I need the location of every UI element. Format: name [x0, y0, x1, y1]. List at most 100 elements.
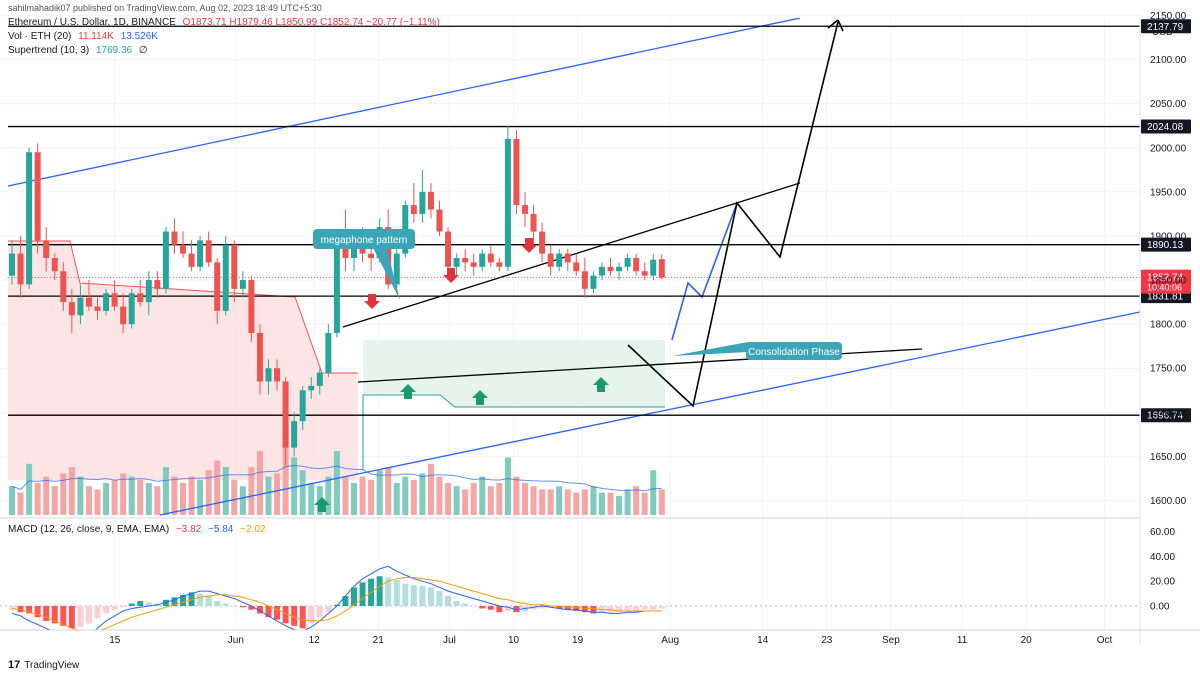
- macd-histogram-bar: [385, 577, 392, 606]
- volume-bar: [26, 463, 33, 515]
- price-tick-label: 1600.00: [1150, 496, 1187, 507]
- macd-histogram-bar: [214, 601, 221, 606]
- tradingview-logo: 17 TradingView: [8, 659, 79, 671]
- time-tick-label: Aug: [661, 635, 679, 646]
- time-tick-label: 14: [757, 635, 769, 646]
- volume-bar: [650, 470, 657, 515]
- volume-bar: [205, 470, 212, 515]
- countdown-label: 10:40:06: [1147, 283, 1182, 293]
- macd-histogram-bar: [137, 601, 144, 606]
- callout-pointer: [672, 342, 748, 356]
- volume-bar: [470, 483, 477, 515]
- macd-panel: [0, 565, 1140, 630]
- volume-bar: [598, 492, 605, 515]
- macd-label: MACD (12, 26, close, 9, EMA, EMA): [8, 524, 170, 535]
- level-label: 1696.74: [1147, 411, 1184, 422]
- volume-bar: [222, 467, 229, 515]
- macd-histogram-bar: [26, 606, 33, 614]
- macd-histogram-bar: [624, 606, 631, 611]
- megaphone-upper: [342, 182, 801, 328]
- volume-bar: [248, 467, 255, 515]
- macd-histogram-bar: [445, 596, 452, 606]
- volume-bar: [402, 476, 409, 515]
- volume-bar: [265, 476, 272, 515]
- volume-bar: [9, 486, 15, 515]
- supertrend-suffix: ∅: [138, 45, 148, 56]
- down-arrow-icon: [443, 268, 459, 283]
- candle-body: [351, 244, 357, 259]
- candle-body: [445, 231, 452, 267]
- volume-bar: [479, 476, 486, 515]
- current-price-label: 1852.74: [1147, 273, 1184, 284]
- macd-histogram-bar: [180, 594, 186, 606]
- time-tick-label: 23: [821, 635, 833, 646]
- candle-body: [641, 271, 648, 276]
- volume-ma-line: [11, 464, 662, 492]
- level-label: 2137.79: [1147, 22, 1184, 33]
- volume-bar: [43, 476, 50, 515]
- macd-histogram-bar: [188, 592, 195, 606]
- price-tick-label: 2000.00: [1150, 143, 1187, 154]
- candle-body: [616, 266, 623, 272]
- candle-body: [419, 191, 426, 214]
- lower-channel-line: [159, 311, 1140, 516]
- volume-bar: [445, 483, 452, 515]
- candle-body: [547, 253, 554, 267]
- macd-value-c: −2.02: [240, 524, 266, 535]
- volume-bar: [658, 489, 665, 515]
- candle-body: [556, 253, 563, 267]
- current-price-bg: [1141, 269, 1191, 294]
- down-arrow-icon: [521, 238, 537, 253]
- candle-body: [188, 253, 195, 267]
- volume-bar: [504, 457, 511, 515]
- up-arrow-icon: [472, 390, 488, 405]
- price-tick-label: 1850.00: [1150, 276, 1187, 287]
- level-label-bg: [1141, 408, 1191, 423]
- volume-bar: [180, 483, 186, 515]
- volume-legend: Vol · ETH (20) 11.114K 13.526K: [8, 31, 158, 42]
- supertrend-down-fill: [8, 241, 358, 480]
- volume-bar: [410, 479, 417, 515]
- candle-body: [530, 213, 537, 232]
- candle-body: [120, 306, 127, 325]
- level-label-bg: [1141, 119, 1191, 134]
- level-label-bg: [1141, 19, 1191, 34]
- candle-body: [51, 258, 58, 272]
- macd-histogram-bar: [462, 603, 469, 606]
- macd-histogram-bar: [573, 606, 580, 611]
- price-tick-label: 2150.00: [1150, 11, 1187, 22]
- macd-histogram-bar: [111, 606, 118, 610]
- macd-histogram-bar: [299, 606, 306, 629]
- candle-body: [393, 253, 400, 285]
- candle-body: [410, 205, 417, 214]
- candle-body: [479, 253, 486, 267]
- candle-body: [470, 262, 477, 267]
- macd-histogram-bar: [633, 606, 640, 611]
- time-tick-label: Jun: [228, 635, 244, 646]
- candle-body: [308, 385, 315, 391]
- candle-body: [504, 138, 511, 267]
- macd-histogram-bar: [222, 603, 229, 606]
- macd-histogram-bar: [68, 606, 75, 629]
- macd-histogram-bar: [530, 606, 537, 610]
- volume-bar: [393, 483, 400, 515]
- volume-bar: [556, 486, 563, 515]
- candle-body: [282, 381, 289, 448]
- macd-histogram-bar: [547, 606, 554, 608]
- macd-histogram-bar: [410, 584, 417, 606]
- candle-body: [162, 231, 169, 289]
- level-label-bg: [1141, 237, 1191, 252]
- candle-body: [522, 205, 528, 214]
- candle-body: [333, 244, 340, 333]
- macd-histogram-bar: [197, 593, 204, 606]
- candle-body: [60, 271, 67, 303]
- projection-blue: [671, 202, 738, 341]
- macd-histogram-bar: [171, 597, 178, 606]
- macd-tick-label: 60.00: [1150, 527, 1175, 538]
- volume-label: Vol · ETH (20): [8, 31, 72, 42]
- candle-body: [137, 293, 144, 303]
- candle-body: [487, 253, 494, 263]
- volume-bar: [256, 451, 263, 515]
- volume-bar: [547, 489, 554, 515]
